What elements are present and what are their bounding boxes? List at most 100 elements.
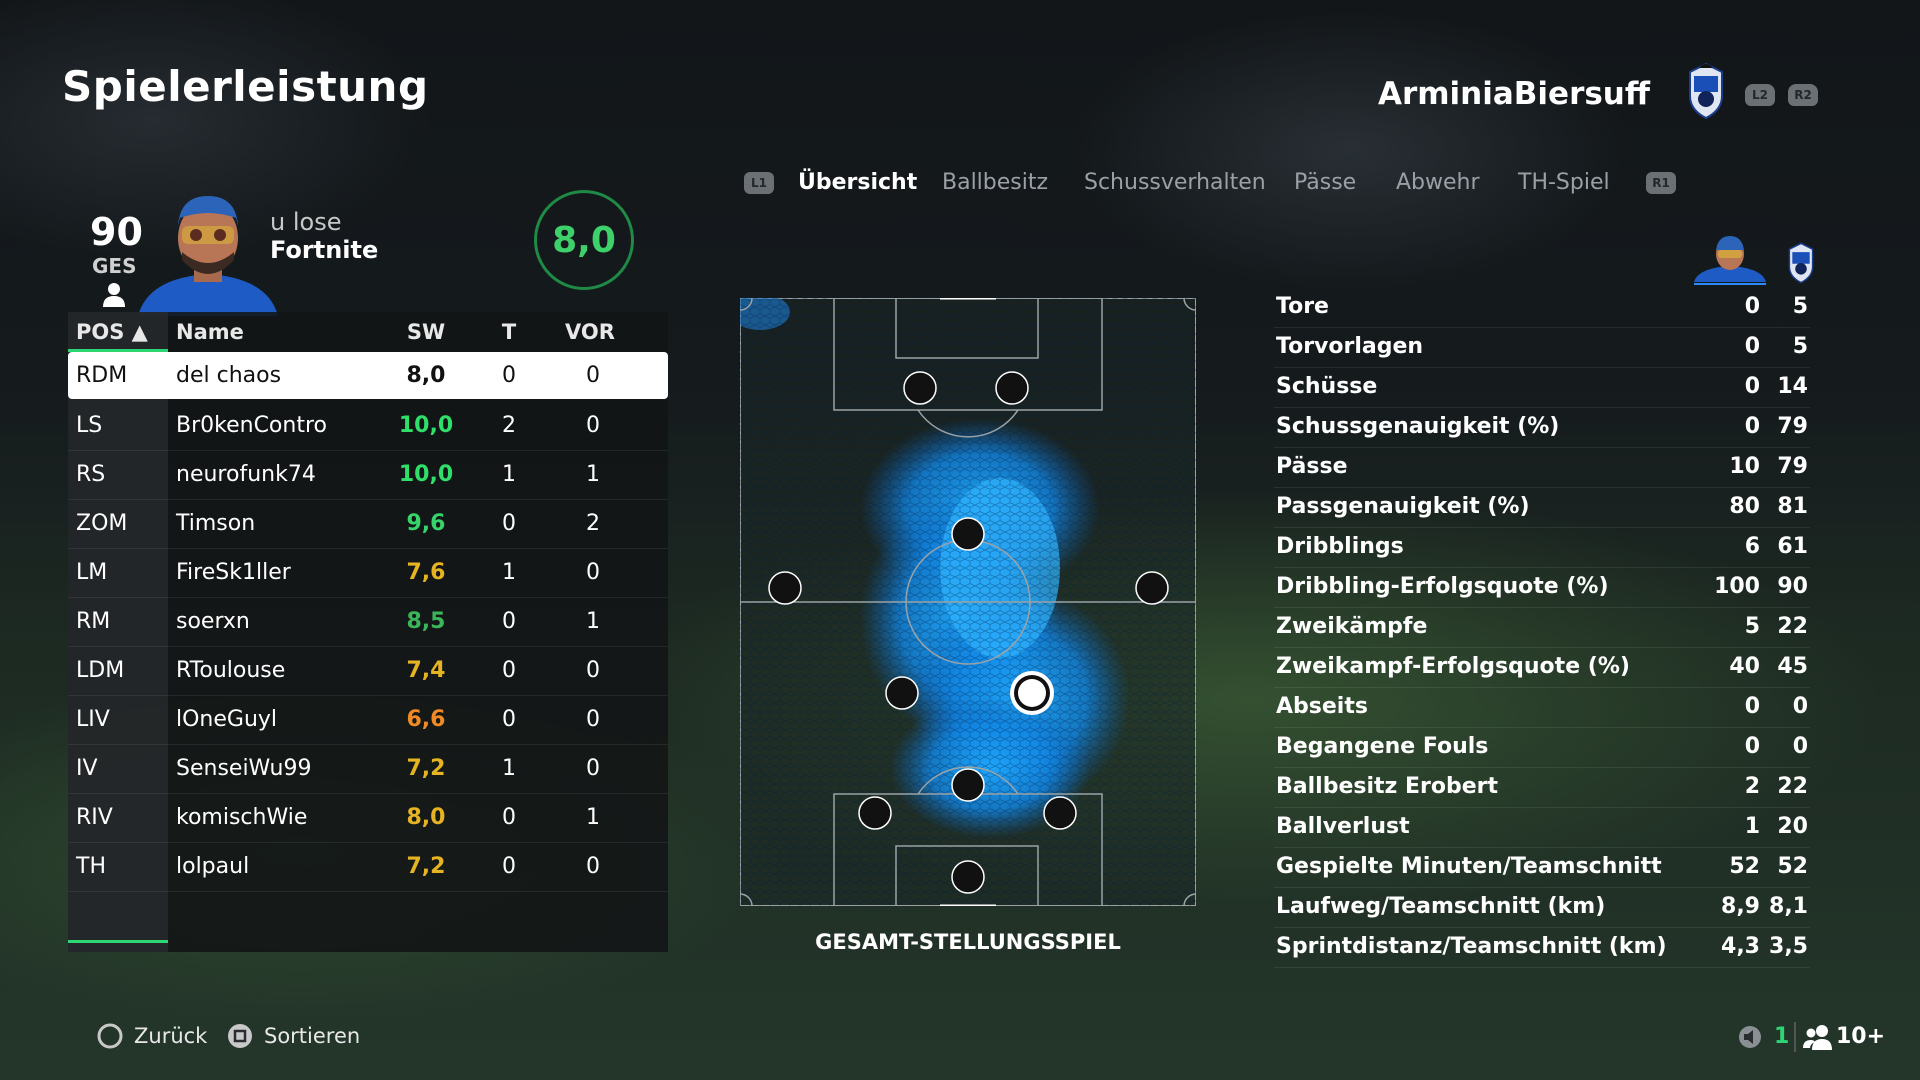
friends-icon xyxy=(1803,1025,1832,1050)
stat-player-value: 10 xyxy=(1729,454,1760,479)
formation-dots xyxy=(768,371,1169,894)
stat-label: Begangene Fouls xyxy=(1276,734,1489,759)
stat-player-value: 2 xyxy=(1744,774,1760,799)
row-rating: 8,0 xyxy=(406,805,446,830)
stat-label: Dribbling-Erfolgsquote (%) xyxy=(1276,574,1609,599)
table-row[interactable]: LIV lOneGuyl 6,6 0 0 xyxy=(68,695,668,745)
stat-row: Passgenauigkeit (%) 80 81 xyxy=(1274,488,1810,528)
row-goals: 1 xyxy=(502,560,516,585)
table-row[interactable]: TH lolpaul 7,2 0 0 xyxy=(68,842,668,892)
player-dot-liv xyxy=(858,796,892,830)
stat-label: Zweikämpfe xyxy=(1276,614,1428,639)
r2-button[interactable]: R2 xyxy=(1788,84,1818,106)
tab-ballbesitz[interactable]: Ballbesitz xyxy=(942,170,1049,195)
r1-button[interactable]: R1 xyxy=(1646,172,1676,194)
row-assists: 0 xyxy=(586,756,600,781)
row-assists: 2 xyxy=(586,511,600,536)
row-assists: 0 xyxy=(586,363,600,388)
table-row[interactable]: LM FireSk1ller 7,6 1 0 xyxy=(68,548,668,598)
stat-label: Tore xyxy=(1276,294,1329,319)
stat-row: Pässe 10 79 xyxy=(1274,448,1810,488)
stat-label: Schussgenauigkeit (%) xyxy=(1276,414,1560,439)
overall-label: GES xyxy=(92,254,137,278)
player-name-line2: Fortnite xyxy=(270,236,379,264)
table-row[interactable]: RDM del chaos 8,0 0 0 xyxy=(68,352,668,399)
stat-team-value: 81 xyxy=(1777,494,1808,519)
row-name: soerxn xyxy=(176,609,250,634)
row-name: SenseiWu99 xyxy=(176,756,312,781)
row-assists: 0 xyxy=(586,658,600,683)
back-button[interactable]: Zurück xyxy=(134,1024,208,1048)
l2-button[interactable]: L2 xyxy=(1745,84,1775,106)
row-goals: 0 xyxy=(502,805,516,830)
row-rating: 8,5 xyxy=(406,609,446,634)
stat-player-value: 4,3 xyxy=(1721,934,1760,959)
sort-indicator xyxy=(68,349,168,352)
stat-team-value: 79 xyxy=(1777,414,1808,439)
row-pos: LIV xyxy=(76,707,110,732)
player-avatar-icon xyxy=(1694,236,1766,285)
table-row[interactable]: RS neurofunk74 10,0 1 1 xyxy=(68,450,668,500)
row-pos: LM xyxy=(76,560,108,585)
row-rating: 10,0 xyxy=(398,462,454,487)
person-icon xyxy=(103,283,125,307)
stat-team-value: 79 xyxy=(1777,454,1808,479)
stat-row: Schüsse 0 14 xyxy=(1274,368,1810,408)
l1-button[interactable]: L1 xyxy=(744,172,774,194)
row-rating: 6,6 xyxy=(406,707,446,732)
row-name: lolpaul xyxy=(176,854,250,879)
tab-schussverhalten[interactable]: Schussverhalten xyxy=(1084,170,1266,195)
page-title: Spielerleistung xyxy=(62,62,429,111)
stat-label: Torvorlagen xyxy=(1276,334,1424,359)
stat-player-value: 0 xyxy=(1744,294,1760,319)
table-row[interactable]: LDM RToulouse 7,4 0 0 xyxy=(68,646,668,696)
header-t[interactable]: T xyxy=(501,320,517,344)
stat-label: Abseits xyxy=(1276,694,1368,719)
header-sw[interactable]: SW xyxy=(406,320,446,344)
row-rating: 10,0 xyxy=(398,413,454,438)
player-portrait xyxy=(138,196,278,316)
team-crest-icon xyxy=(1689,62,1723,120)
stat-label: Schüsse xyxy=(1276,374,1378,399)
row-name: FireSk1ller xyxy=(176,560,291,585)
sort-button[interactable]: Sortieren xyxy=(264,1024,361,1048)
position-heatmap xyxy=(740,298,1196,906)
player-name-line1: u lose xyxy=(270,208,342,236)
table-row[interactable]: LS Br0kenContro 10,0 2 0 xyxy=(68,401,668,451)
square-button-icon[interactable] xyxy=(227,1023,253,1049)
stat-row: Zweikämpfe 5 22 xyxy=(1274,608,1810,648)
table-row[interactable]: RM soerxn 8,5 0 1 xyxy=(68,597,668,647)
table-row[interactable]: ZOM Timson 9,6 0 2 xyxy=(68,499,668,549)
circle-button-icon[interactable] xyxy=(97,1023,123,1049)
tab-abwehr[interactable]: Abwehr xyxy=(1396,170,1480,195)
table-header: POS ▲ Name SW T VOR xyxy=(68,312,668,352)
stat-label: Dribblings xyxy=(1276,534,1404,559)
table-row[interactable]: IV SenseiWu99 7,2 1 0 xyxy=(68,744,668,794)
stat-row: Dribbling-Erfolgsquote (%) 100 90 xyxy=(1274,568,1810,608)
tab-uebersicht[interactable]: Übersicht xyxy=(798,170,918,195)
tab-th-spiel[interactable]: TH-Spiel xyxy=(1518,170,1610,195)
row-pos: ZOM xyxy=(76,511,128,536)
tab-paesse[interactable]: Pässe xyxy=(1294,170,1357,195)
row-pos: RS xyxy=(76,462,106,487)
stat-team-value: 45 xyxy=(1777,654,1808,679)
row-goals: 0 xyxy=(502,707,516,732)
stat-label: Ballbesitz Erobert xyxy=(1276,774,1499,799)
row-assists: 0 xyxy=(586,413,600,438)
stat-team-value: 20 xyxy=(1777,814,1808,839)
page-number: 1 xyxy=(1774,1024,1790,1049)
player-table: POS ▲ Name SW T VOR RDM del chaos 8,0 0 0 LS B… xyxy=(68,312,668,952)
table-row[interactable]: RIV komischWie 8,0 0 1 xyxy=(68,793,668,843)
stat-row: Laufweg/Teamschnitt (km) 8,9 8,1 xyxy=(1274,888,1810,928)
stat-player-value: 1 xyxy=(1744,814,1760,839)
row-assists: 1 xyxy=(586,805,600,830)
player-dot-riv xyxy=(1043,796,1077,830)
header-pos[interactable]: POS ▲ xyxy=(76,320,148,344)
header-name[interactable]: Name xyxy=(176,320,244,344)
row-name: RToulouse xyxy=(176,658,286,683)
stat-player-value: 52 xyxy=(1729,854,1760,879)
stat-row: Abseits 0 0 xyxy=(1274,688,1810,728)
stat-player-value: 80 xyxy=(1729,494,1760,519)
header-vor[interactable]: VOR xyxy=(565,320,615,344)
row-goals: 0 xyxy=(502,854,516,879)
